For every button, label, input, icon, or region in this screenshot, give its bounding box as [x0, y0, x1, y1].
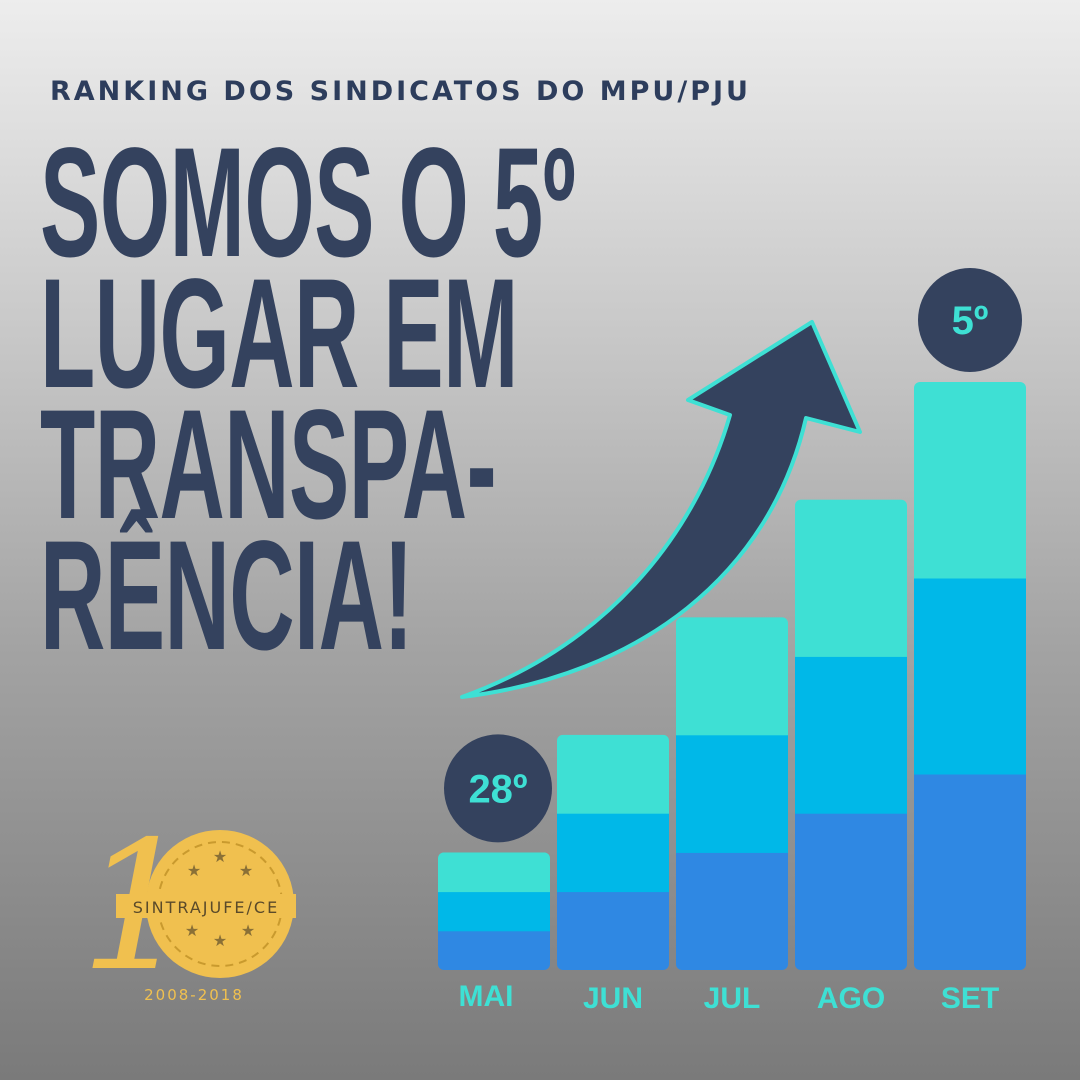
bar-set [914, 382, 1026, 970]
star-icon: ★ [213, 849, 227, 866]
logo-years: 2008-2018 [144, 986, 244, 1004]
star-icon: ★ [241, 923, 255, 940]
rank-circle [444, 734, 552, 843]
bar-jun [557, 734, 669, 970]
bar-segment-jul-3 [676, 617, 788, 736]
month-label-mai: MAI [459, 980, 514, 1013]
headline-line-4: RÊNCIA! [40, 509, 414, 683]
logo-name-band [116, 894, 296, 918]
star-icon: ★ [187, 863, 201, 880]
bar-segment-mai-1 [438, 930, 550, 971]
ranking-kicker: RANKING DOS SINDICATOS DO MPU/PJU [50, 76, 751, 107]
bar-segment-jul-2 [676, 734, 788, 853]
bar-segment-mai-2 [438, 891, 550, 932]
bar-segment-ago-3 [795, 499, 907, 657]
star-icon: ★ [185, 923, 199, 940]
star-icon: ★ [239, 863, 253, 880]
bar-segment-set-2 [914, 578, 1026, 775]
bar-segment-jun-3 [557, 734, 669, 814]
bar-segment-jun-2 [557, 813, 669, 893]
logo-name: SINTRAJUFE/CE [133, 898, 279, 917]
month-label-ago: AGO [817, 982, 885, 1015]
rank-badges: 28º 5º [444, 268, 1022, 843]
month-labels: MAI JUN JUL AGO SET [459, 980, 1000, 1015]
rank-circle [918, 268, 1022, 372]
month-label-set: SET [941, 982, 999, 1015]
bar-segment-ago-1 [795, 813, 907, 970]
bar-segment-mai-3 [438, 852, 550, 893]
rank-badge-set: 5º [918, 268, 1022, 372]
month-label-jul: JUL [704, 982, 761, 1015]
bar-segment-jul-1 [676, 852, 788, 970]
sintrajufe-logo: 1 ★★ ★★★ ★ SINTRAJUFE/CE [80, 803, 296, 1010]
bar-segment-set-3 [914, 382, 1026, 579]
trend-arrow-icon [460, 320, 862, 699]
rank-badge-mai: 28º [444, 734, 552, 843]
month-label-jun: JUN [583, 982, 643, 1015]
rank-text: 28º [468, 767, 527, 811]
bar-mai [438, 852, 550, 971]
bar-group [438, 382, 1026, 971]
rank-text: 5º [952, 299, 989, 343]
star-icon: ★ [213, 933, 227, 950]
logo-star-icons: ★ ★ ★ ★ ★ ★ [185, 849, 255, 950]
bar-segment-set-1 [914, 774, 1026, 970]
bar-segment-jun-1 [557, 891, 669, 970]
bar-jul [676, 617, 788, 970]
bar-ago [795, 499, 907, 970]
bar-segment-ago-2 [795, 656, 907, 814]
